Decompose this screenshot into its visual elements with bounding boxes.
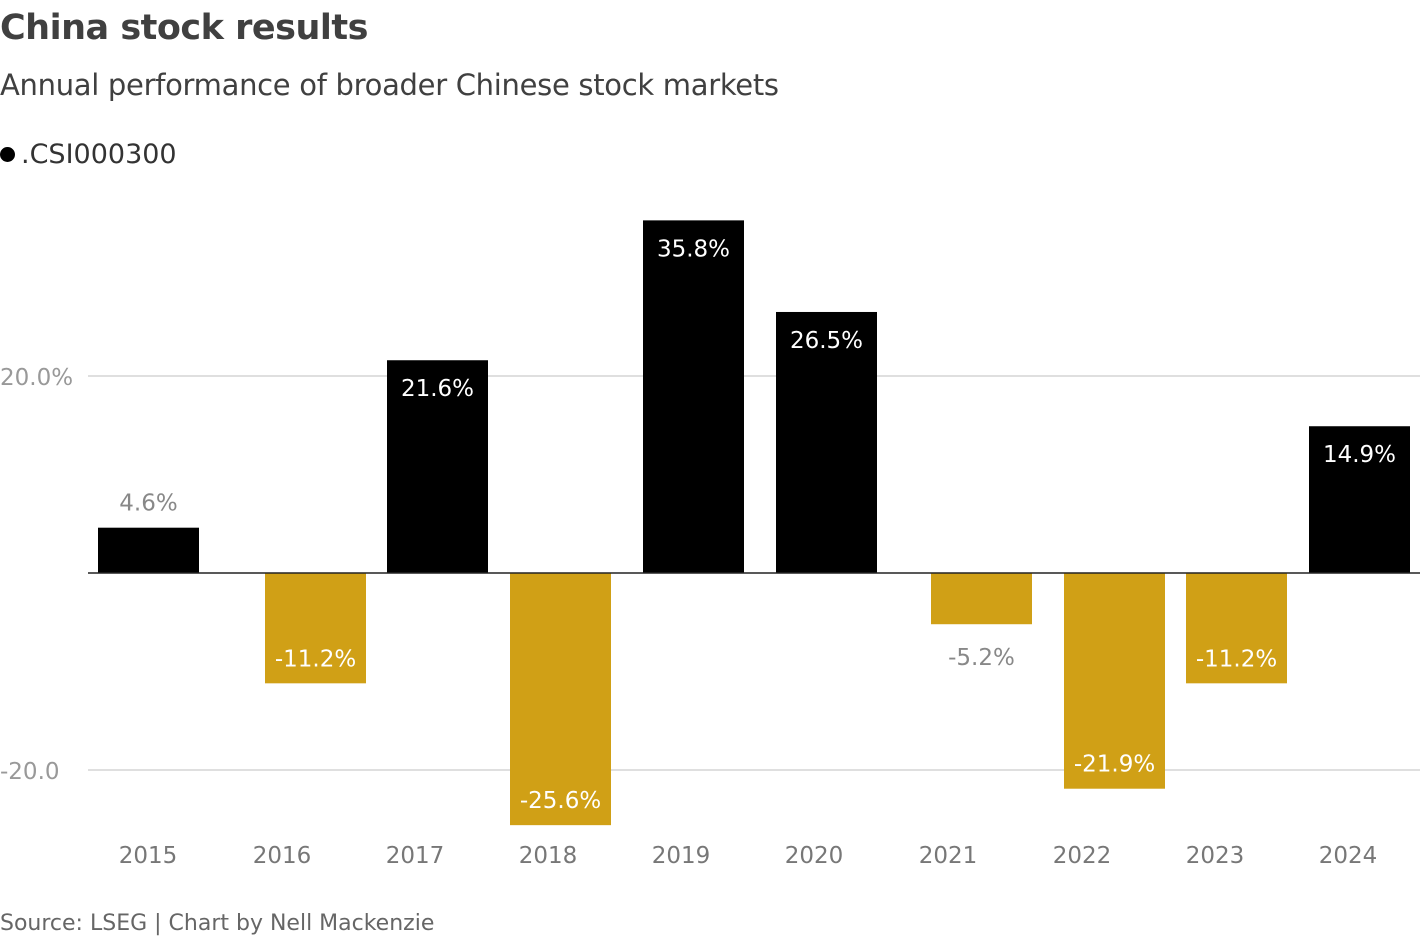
bar-2020 <box>776 311 877 573</box>
data-label: -11.2% <box>1196 646 1277 672</box>
x-tick-label: 2015 <box>119 843 178 869</box>
x-tick-label: 2017 <box>386 843 445 869</box>
x-tick-label: 2019 <box>652 843 711 869</box>
data-label: 35.8% <box>657 236 730 262</box>
data-label: 14.9% <box>1323 442 1396 468</box>
chart-subtitle: Annual performance of broader Chinese st… <box>0 68 779 102</box>
y-tick-label: -20.0 <box>0 759 60 785</box>
data-label: -21.9% <box>1074 752 1155 778</box>
x-tick-label: 2016 <box>253 843 312 869</box>
chart-title: China stock results <box>0 8 368 48</box>
data-label: -25.6% <box>520 788 601 814</box>
data-label: 21.6% <box>401 376 474 402</box>
x-tick-label: 2021 <box>919 843 978 869</box>
data-label: -11.2% <box>275 646 356 672</box>
source-note: Source: LSEG | Chart by Nell Mackenzie <box>0 911 435 936</box>
x-tick-label: 2018 <box>519 843 578 869</box>
bar-2021 <box>931 573 1032 625</box>
bar-2022 <box>1064 573 1165 789</box>
legend-label: .CSI000300 <box>21 139 177 170</box>
data-label: -5.2% <box>948 645 1015 671</box>
x-tick-label: 2022 <box>1053 843 1112 869</box>
x-tick-label: 2024 <box>1319 843 1378 869</box>
y-tick-label: 20.0% <box>0 365 73 391</box>
bar-2016 <box>265 573 366 684</box>
bar-2019 <box>643 220 744 573</box>
bar-2015 <box>98 527 199 573</box>
data-label: 4.6% <box>119 491 177 517</box>
legend: .CSI000300 <box>0 139 177 170</box>
bar-2023 <box>1186 573 1287 684</box>
x-tick-label: 2023 <box>1186 843 1245 869</box>
bar-2024 <box>1309 426 1410 573</box>
x-tick-label: 2020 <box>785 843 844 869</box>
bar-2017 <box>387 360 488 573</box>
bar-2018 <box>510 573 611 826</box>
legend-dot-icon <box>0 147 15 162</box>
data-label: 26.5% <box>790 328 863 354</box>
